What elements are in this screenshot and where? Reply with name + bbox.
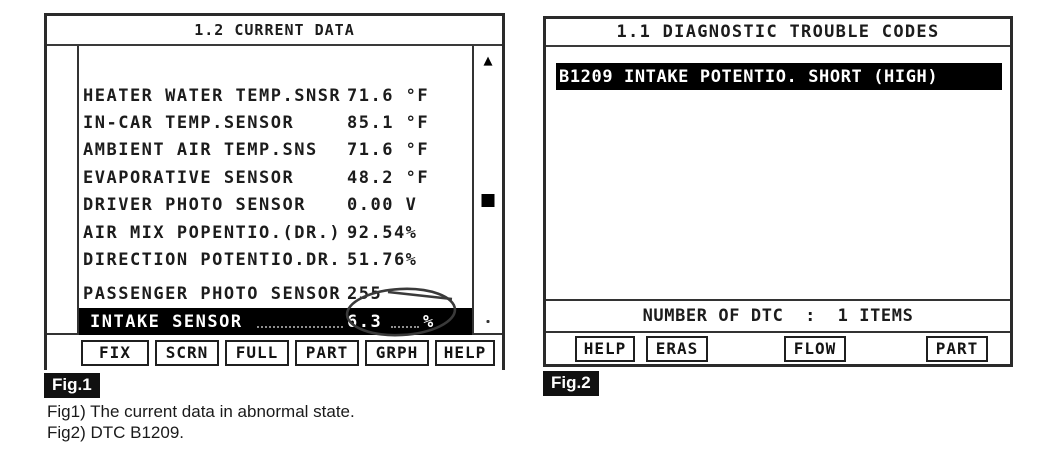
softkey-bar: HELP ERAS FLOW PART bbox=[546, 331, 1010, 364]
data-row[interactable]: HEATER WATER TEMP.SNSR 71.6 °F bbox=[83, 85, 430, 106]
scroll-down-icon[interactable] bbox=[486, 320, 490, 323]
figure-captions: Fig1) The current data in abnormal state… bbox=[47, 401, 355, 443]
left-gutter bbox=[47, 46, 79, 333]
dtc-row-selected[interactable]: B1209 INTAKE POTENTIO. SHORT (HIGH) bbox=[556, 63, 1002, 90]
selected-data-row[interactable]: INTAKE SENSOR 6.3 % bbox=[79, 308, 472, 336]
scrn-button[interactable]: SCRN bbox=[155, 340, 219, 366]
help-button[interactable]: HELP bbox=[435, 340, 495, 366]
current-data-list: HEATER WATER TEMP.SNSR 71.6 °F IN-CAR TE… bbox=[47, 46, 502, 336]
caption-fig1: Fig1) The current data in abnormal state… bbox=[47, 402, 355, 421]
screen-title-current-data: 1.2 CURRENT DATA bbox=[47, 16, 502, 46]
current-data-screen: 1.2 CURRENT DATA HEATER WATER TEMP.SNSR … bbox=[44, 13, 505, 371]
erase-button[interactable]: ERAS bbox=[646, 336, 708, 362]
diagnostic-trouble-codes-screen: 1.1 DIAGNOSTIC TROUBLE CODES B1209 INTAK… bbox=[543, 16, 1013, 367]
flow-button[interactable]: FLOW bbox=[784, 336, 846, 362]
scroll-thumb[interactable] bbox=[481, 194, 495, 207]
part-button[interactable]: PART bbox=[926, 336, 988, 362]
leader-dots bbox=[257, 326, 343, 329]
full-button[interactable]: FULL bbox=[225, 340, 289, 366]
data-row[interactable]: DIRECTION POTENTIO.DR. 51.76% bbox=[83, 250, 418, 271]
fig2-label: Fig.2 bbox=[543, 371, 599, 396]
data-row[interactable]: AIR MIX POPENTIO.(DR.) 92.54% bbox=[83, 222, 418, 243]
data-row[interactable]: AMBIENT AIR TEMP.SNS 71.6 °F bbox=[83, 140, 430, 161]
data-row[interactable]: IN-CAR TEMP.SENSOR 85.1 °F bbox=[83, 113, 430, 134]
dtc-count-status: NUMBER OF DTC : 1 ITEMS bbox=[546, 299, 1010, 331]
softkey-bar: FIX SCRN FULL PART GRPH HELP bbox=[47, 333, 502, 371]
part-button[interactable]: PART bbox=[295, 340, 359, 366]
scrollbar[interactable]: ▲ bbox=[472, 46, 502, 333]
leader-dots bbox=[391, 326, 419, 329]
screen-title-dtc: 1.1 DIAGNOSTIC TROUBLE CODES bbox=[546, 19, 1010, 47]
data-row[interactable]: DRIVER PHOTO SENSOR 0.00 V bbox=[83, 195, 418, 216]
fix-button[interactable]: FIX bbox=[81, 340, 149, 366]
dtc-list: B1209 INTAKE POTENTIO. SHORT (HIGH) bbox=[546, 47, 1010, 299]
data-row[interactable]: EVAPORATIVE SENSOR 48.2 °F bbox=[83, 167, 430, 188]
help-button[interactable]: HELP bbox=[575, 336, 635, 362]
fig1-label: Fig.1 bbox=[44, 373, 100, 398]
scroll-up-icon[interactable]: ▲ bbox=[483, 51, 493, 69]
data-row[interactable]: PASSENGER PHOTO SENSOR 255 bbox=[83, 284, 383, 305]
grph-button[interactable]: GRPH bbox=[365, 340, 429, 366]
caption-fig2: Fig2) DTC B1209. bbox=[47, 423, 184, 442]
